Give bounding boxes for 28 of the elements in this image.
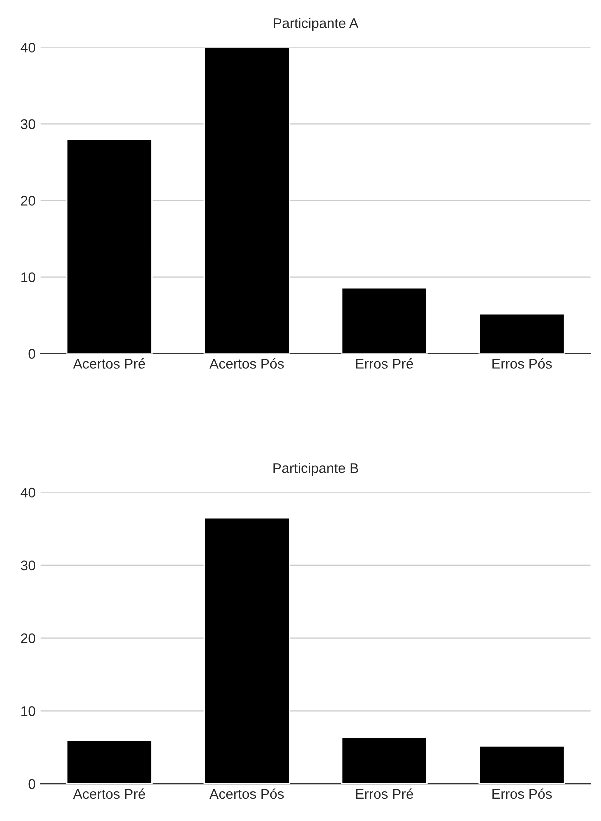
y-tick-label: 0 bbox=[28, 779, 36, 790]
x-tick-label: Erros Pós bbox=[492, 358, 552, 369]
y-tick-label: 40 bbox=[20, 488, 36, 498]
bar bbox=[204, 517, 290, 784]
y-tick-label: 30 bbox=[21, 560, 36, 571]
bar bbox=[478, 313, 566, 354]
x-tick-label: Acertos Pré bbox=[73, 788, 146, 800]
chart-title: Participante A bbox=[274, 18, 359, 32]
x-tick-label: Acertos Pós bbox=[210, 358, 284, 369]
chart-title: Participante B bbox=[274, 463, 358, 476]
x-tick-label: Acertos Pós bbox=[210, 788, 284, 800]
bar bbox=[341, 736, 428, 784]
bar bbox=[66, 138, 153, 354]
bar bbox=[478, 745, 566, 784]
bar bbox=[204, 48, 290, 354]
y-tick-label: 10 bbox=[22, 706, 36, 716]
y-tick-label: 20 bbox=[21, 634, 36, 644]
bar bbox=[66, 740, 153, 784]
x-tick-label: Erros Pré bbox=[356, 358, 414, 369]
y-tick-label: 30 bbox=[21, 120, 36, 130]
y-tick-label: 40 bbox=[20, 42, 36, 53]
x-tick-label: Erros Pós bbox=[492, 788, 552, 800]
x-tick-label: Erros Pré bbox=[356, 788, 414, 800]
y-tick-label: 10 bbox=[22, 272, 36, 282]
x-tick-label: Acertos Pré bbox=[73, 358, 146, 369]
bar bbox=[341, 287, 428, 354]
y-tick-label: 0 bbox=[28, 349, 36, 360]
y-tick-label: 20 bbox=[21, 196, 36, 206]
